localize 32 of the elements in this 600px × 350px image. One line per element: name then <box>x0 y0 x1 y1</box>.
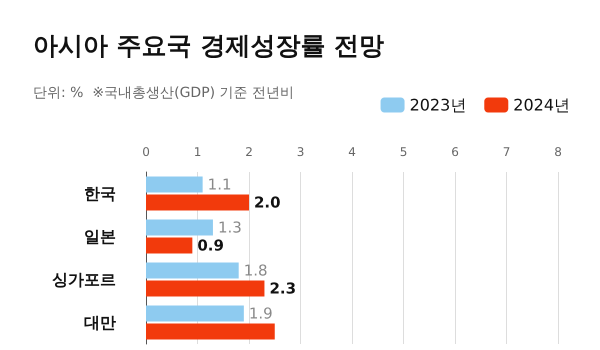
bar <box>146 323 275 340</box>
x-tick-label: 1 <box>194 145 202 159</box>
y-tick-label: 대만 <box>84 313 116 332</box>
x-tick-label: 7 <box>502 145 510 159</box>
data-label: 1.3 <box>218 218 242 237</box>
x-tick-label: 4 <box>348 145 356 159</box>
data-label: 2.3 <box>269 279 296 298</box>
bar <box>146 176 203 193</box>
bar <box>146 280 264 296</box>
data-label: 0.9 <box>197 236 224 254</box>
legend-label: 2023년 <box>410 96 466 114</box>
legend-label: 2024년 <box>513 96 570 114</box>
y-tick-label: 일본 <box>84 227 116 246</box>
bar <box>146 306 244 322</box>
data-label: 1.8 <box>244 262 268 280</box>
bar <box>146 237 192 254</box>
x-tick-label: 5 <box>400 145 408 159</box>
chart-title: 아시아 주요국 경제성장률 전망 <box>33 31 384 60</box>
x-tick-label: 2 <box>245 145 253 159</box>
data-label: 1.1 <box>208 176 232 194</box>
x-tick-label: 6 <box>451 145 459 159</box>
bar <box>146 220 213 236</box>
bar <box>146 262 239 279</box>
x-tick-label: 8 <box>554 145 562 159</box>
y-tick-label: 한국 <box>84 184 116 203</box>
y-tick-label: 싱가포르 <box>52 270 116 289</box>
bar <box>146 194 249 210</box>
x-tick-label: 0 <box>142 145 150 159</box>
data-label: 2.0 <box>254 193 281 212</box>
x-tick-label: 3 <box>296 145 304 159</box>
chart-subtitle: 단위: % ※국내총생산(GDP) 기준 전년비 <box>33 85 294 101</box>
data-label: 1.9 <box>248 304 273 323</box>
